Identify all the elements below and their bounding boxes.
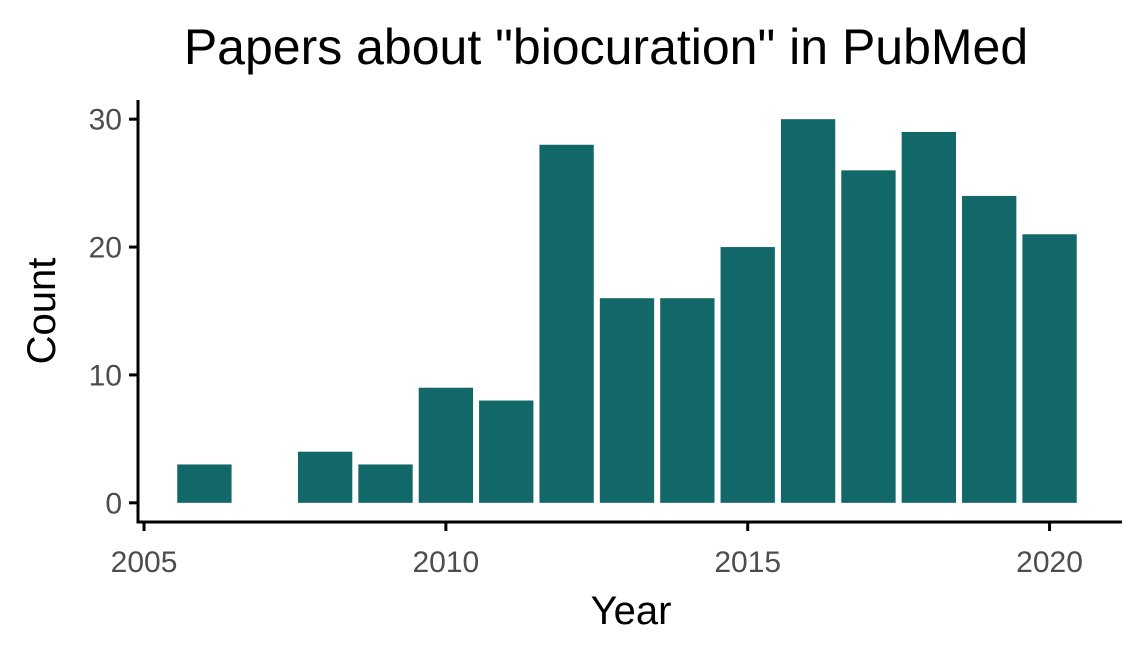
bar-2009 — [358, 464, 413, 503]
bar-2014 — [660, 298, 715, 503]
bar-2019 — [962, 195, 1017, 503]
bar-2006 — [177, 464, 232, 503]
bar-2010 — [418, 387, 474, 503]
y-tick-label: 30 — [89, 104, 122, 137]
x-tick-label: 2015 — [714, 546, 781, 579]
bar-2017 — [841, 170, 896, 503]
bar-2011 — [479, 400, 534, 503]
x-tick-label: 2005 — [111, 546, 178, 579]
y-tick-label: 10 — [89, 359, 122, 392]
bar-2012 — [539, 144, 594, 503]
y-axis-ticks: 0 10 20 30 — [89, 104, 138, 520]
y-tick-label: 0 — [105, 487, 122, 520]
x-axis-ticks: 2005 2010 2015 2020 — [111, 522, 1083, 579]
bar-2015 — [720, 247, 775, 503]
bar-2020 — [1022, 234, 1077, 503]
bar-2013 — [599, 298, 655, 503]
x-tick-label: 2010 — [413, 546, 480, 579]
chart-title: Papers about "biocuration" in PubMed — [184, 19, 1028, 75]
x-tick-label: 2020 — [1016, 546, 1083, 579]
bars — [177, 119, 1077, 503]
y-tick-label: 20 — [89, 232, 122, 265]
x-axis-title: Year — [591, 589, 672, 633]
bar-2018 — [901, 131, 956, 503]
bar-2008 — [297, 451, 353, 503]
bar-2016 — [780, 119, 836, 503]
plot-area: 0 10 20 30 2005 2010 2015 2020 — [89, 100, 1122, 579]
y-axis-title: Count — [20, 258, 64, 365]
